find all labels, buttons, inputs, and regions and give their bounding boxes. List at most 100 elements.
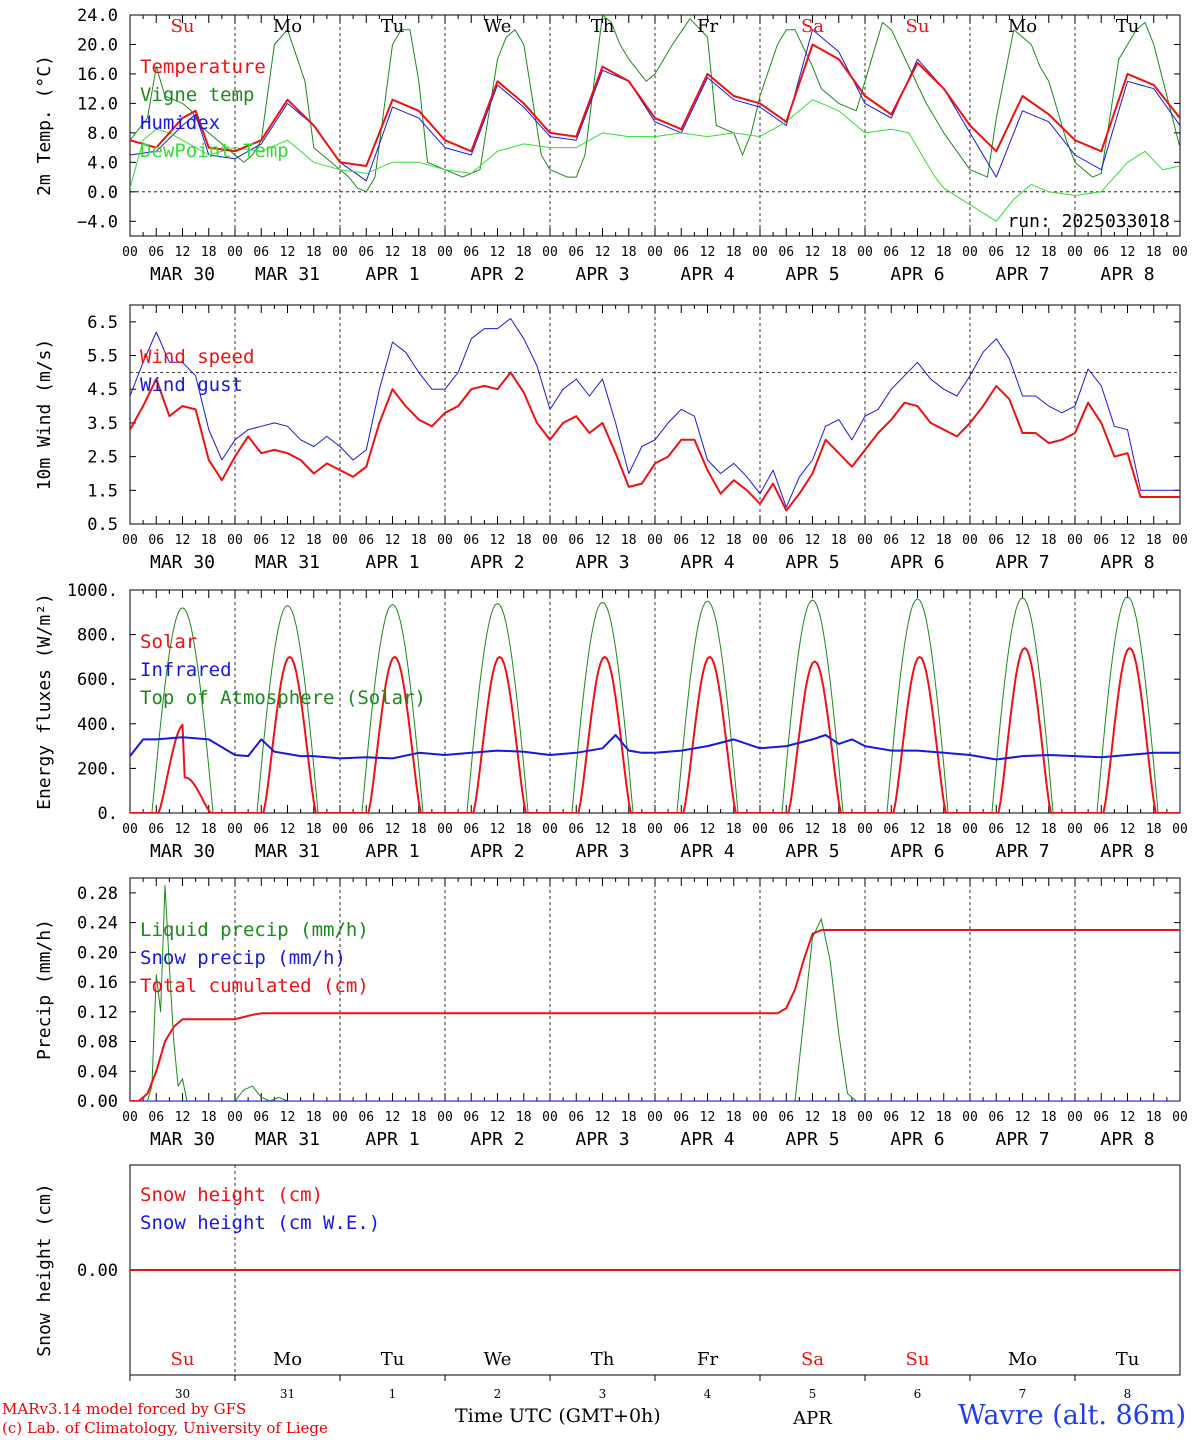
y-axis-label: 10m Wind (m/s) <box>34 339 55 491</box>
weekday-label: Tu <box>381 16 405 37</box>
date-label: APR 8 <box>1100 1129 1154 1150</box>
date-label: MAR 30 <box>150 552 215 573</box>
hour-tick-label: 12 <box>700 245 716 260</box>
hour-tick-label: 00 <box>332 822 348 837</box>
hour-tick-label: 12 <box>385 822 401 837</box>
hour-tick-label: 12 <box>1120 245 1136 260</box>
date-label: APR 7 <box>995 552 1049 573</box>
date-label: APR 3 <box>575 552 629 573</box>
y-tick-label: 0.04 <box>77 1062 118 1082</box>
panel-snow: 0.00 Snow height (cm) Su 30 Mo 31 Tu 1 We 2 Th 3 Fr 4… <box>34 1164 1181 1429</box>
date-label: APR 7 <box>995 1129 1049 1150</box>
day-number-label: 6 <box>914 1387 922 1401</box>
series-temperature <box>130 43 1180 167</box>
hour-tick-label: 18 <box>1041 245 1057 260</box>
weekday-label: Tu <box>1116 16 1140 37</box>
weekday-label: Mo <box>273 16 302 37</box>
hour-tick-label: 00 <box>752 533 768 548</box>
hour-tick-label: 06 <box>358 533 374 548</box>
hour-tick-label: 12 <box>385 1110 401 1125</box>
date-label: APR 5 <box>785 552 839 573</box>
hour-tick-label: 00 <box>332 245 348 260</box>
y-tick-label: 400. <box>77 715 118 735</box>
date-label: APR 5 <box>785 1129 839 1150</box>
date-label: APR 2 <box>470 1129 524 1150</box>
series-humidex <box>130 29 1180 182</box>
series-group <box>130 318 1180 512</box>
hour-tick-label: 00 <box>542 245 558 260</box>
date-label: APR 4 <box>680 264 734 285</box>
y-axis-label: 2m Temp. (°C) <box>34 55 55 196</box>
hour-tick-label: 06 <box>778 822 794 837</box>
y-tick-label: 16.0 <box>77 65 118 85</box>
hour-tick-label: 06 <box>148 245 164 260</box>
hour-tick-label: 00 <box>752 822 768 837</box>
hour-tick-label: 18 <box>1146 1110 1162 1125</box>
hour-tick-label: 12 <box>595 533 611 548</box>
legend-entry: DewPoint Temp <box>140 140 289 162</box>
legend-entry: Infrared <box>140 659 232 681</box>
legend-entry: Solar <box>140 631 197 653</box>
hour-tick-label: 00 <box>1067 245 1083 260</box>
hour-tick-label: 12 <box>175 822 191 837</box>
hour-tick-label: 06 <box>988 533 1004 548</box>
hour-tick-label: 00 <box>857 245 873 260</box>
hour-tick-label: 00 <box>962 245 978 260</box>
hour-tick-label: 18 <box>831 822 847 837</box>
date-label: APR 4 <box>680 1129 734 1150</box>
hour-tick-label: 00 <box>962 533 978 548</box>
hour-tick-label: 12 <box>280 533 296 548</box>
hour-tick-label: 18 <box>831 245 847 260</box>
y-tick-label: 0.16 <box>77 973 118 993</box>
time-axis-label: Time UTC (GMT+0h) <box>455 1405 661 1427</box>
hour-tick-label: 06 <box>358 822 374 837</box>
y-tick-label: 20.0 <box>77 35 118 55</box>
hour-tick-label: 06 <box>148 1110 164 1125</box>
hour-tick-label: 12 <box>1120 1110 1136 1125</box>
y-tick-label: 800. <box>77 626 118 646</box>
hour-tick-label: 12 <box>175 1110 191 1125</box>
hour-tick-label: 00 <box>122 1110 138 1125</box>
hour-tick-label: 00 <box>857 533 873 548</box>
hour-tick-label: 00 <box>227 245 243 260</box>
date-label: APR 4 <box>680 552 734 573</box>
date-label: APR 3 <box>575 841 629 862</box>
date-label: MAR 31 <box>255 841 320 862</box>
weekday-label: Fr <box>697 16 718 37</box>
weekday-label: Th <box>591 16 615 37</box>
hour-tick-label: 00 <box>437 533 453 548</box>
hour-tick-label: 18 <box>411 822 427 837</box>
date-label: APR 8 <box>1100 264 1154 285</box>
lab-label: (c) Lab. of Climatology, University of L… <box>2 1419 328 1437</box>
date-label: APR 1 <box>365 1129 419 1150</box>
legend-entry: Vigne temp <box>140 84 254 106</box>
series-group <box>130 596 1180 813</box>
hour-tick-label: 06 <box>883 1110 899 1125</box>
hour-tick-label: 00 <box>227 1110 243 1125</box>
date-label: APR 1 <box>365 841 419 862</box>
hour-tick-label: 18 <box>411 533 427 548</box>
y-tick-label: 6.5 <box>87 313 118 333</box>
date-label: APR 5 <box>785 841 839 862</box>
date-label: MAR 30 <box>150 1129 215 1150</box>
series-total-cumulated-cm- <box>130 929 1180 1101</box>
weekday-label: Su <box>171 16 195 37</box>
y-tick-label: 0.20 <box>77 943 118 963</box>
hour-tick-label: 12 <box>280 245 296 260</box>
hour-tick-label: 00 <box>647 533 663 548</box>
hour-tick-label: 00 <box>122 245 138 260</box>
y-tick-label: 1.5 <box>87 481 118 501</box>
hour-tick-label: 00 <box>437 1110 453 1125</box>
hour-tick-label: 00 <box>437 822 453 837</box>
hour-tick-label: 00 <box>542 822 558 837</box>
hour-tick-label: 18 <box>831 1110 847 1125</box>
hour-tick-label: 18 <box>1041 822 1057 837</box>
hour-tick-label: 06 <box>1093 1110 1109 1125</box>
date-label: APR 7 <box>995 841 1049 862</box>
hour-tick-label: 18 <box>726 245 742 260</box>
hour-tick-label: 00 <box>962 822 978 837</box>
series-vigne-temp <box>130 15 1180 193</box>
hour-tick-label: 06 <box>253 533 269 548</box>
y-tick-label: 200. <box>77 759 118 779</box>
